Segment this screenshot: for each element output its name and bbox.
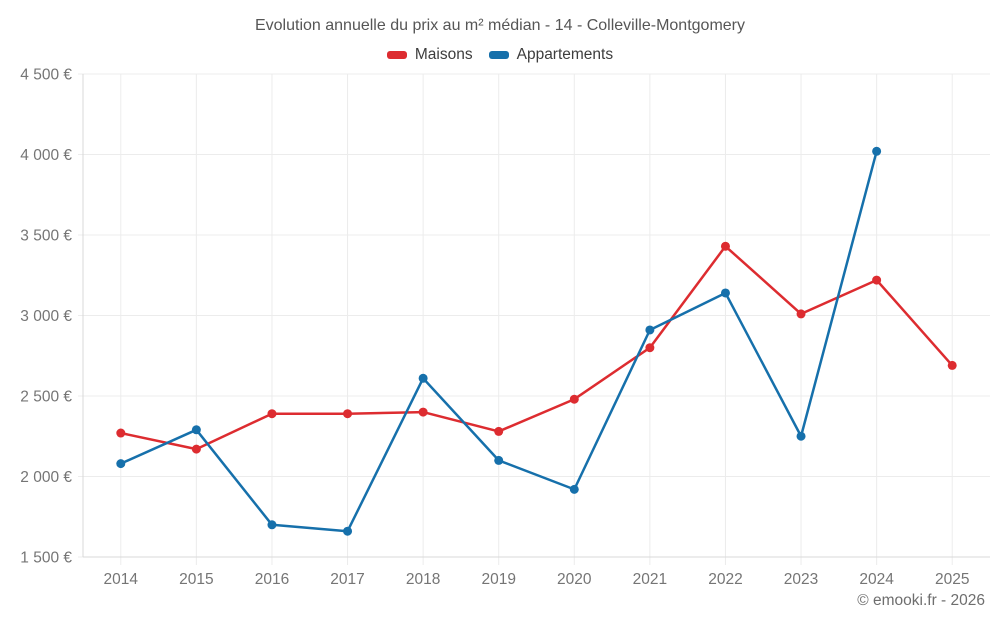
- maisons-data-point: [645, 343, 655, 353]
- y-tick-label: 3 000 €: [20, 308, 72, 325]
- y-tick-label: 4 000 €: [20, 147, 72, 164]
- x-tick-label: 2017: [330, 571, 364, 588]
- appartements-data-point: [267, 520, 277, 530]
- legend-item-appartements[interactable]: Appartements: [488, 46, 614, 64]
- maisons-data-point: [494, 426, 504, 436]
- appartements-data-point: [116, 459, 126, 469]
- appartements-data-point: [872, 146, 882, 156]
- x-tick-label: 2021: [633, 571, 667, 588]
- x-tick-label: 2014: [104, 571, 139, 588]
- appartements-data-point: [494, 455, 504, 465]
- y-tick-label: 2 000 €: [20, 469, 72, 486]
- maisons-data-point: [796, 309, 806, 319]
- x-tick-label: 2016: [255, 571, 289, 588]
- legend: Maisons Appartements: [0, 46, 1000, 64]
- x-tick-label: 2018: [406, 571, 440, 588]
- y-tick-label: 1 500 €: [20, 550, 72, 567]
- appartements-data-point: [720, 288, 730, 298]
- x-tick-label: 2019: [481, 571, 515, 588]
- maisons-data-point: [267, 409, 277, 419]
- legend-label-maisons: Maisons: [414, 46, 473, 63]
- appartements-data-point: [569, 484, 579, 494]
- maisons-data-point: [343, 409, 353, 419]
- appartements-data-point: [418, 373, 428, 383]
- legend-label-appartements: Appartements: [516, 46, 614, 63]
- maisons-line: [119, 245, 954, 451]
- y-tick-label: 4 500 €: [20, 67, 72, 84]
- x-tick-label: 2020: [557, 571, 592, 588]
- x-tick-label: 2023: [784, 571, 818, 588]
- chart-title: Evolution annuelle du prix au m² médian …: [254, 17, 745, 34]
- x-tick-label: 2015: [179, 571, 213, 588]
- x-tick-label: 2022: [708, 571, 742, 588]
- maisons-data-point: [569, 394, 579, 404]
- x-tick-label: 2024: [859, 571, 894, 588]
- maisons-data-point: [418, 407, 428, 417]
- legend-item-maisons[interactable]: Maisons: [386, 46, 473, 64]
- x-tick-label: 2025: [935, 571, 969, 588]
- appartements-data-point: [796, 431, 806, 441]
- y-tick-label: 2 500 €: [20, 389, 72, 406]
- maisons-data-point: [191, 444, 201, 454]
- maisons-data-point: [720, 241, 730, 251]
- y-tick-label: 3 500 €: [20, 228, 72, 245]
- maisons-data-point: [947, 360, 957, 370]
- appartements-data-point: [343, 526, 353, 536]
- appartements-data-point: [191, 425, 201, 435]
- maisons-data-point: [872, 275, 882, 285]
- maisons-swatch-icon: [386, 51, 407, 59]
- appartements-swatch-icon: [488, 51, 509, 59]
- maisons-data-point: [116, 428, 126, 438]
- copyright: © emooki.fr - 2026: [857, 592, 985, 609]
- appartements-data-point: [645, 325, 655, 335]
